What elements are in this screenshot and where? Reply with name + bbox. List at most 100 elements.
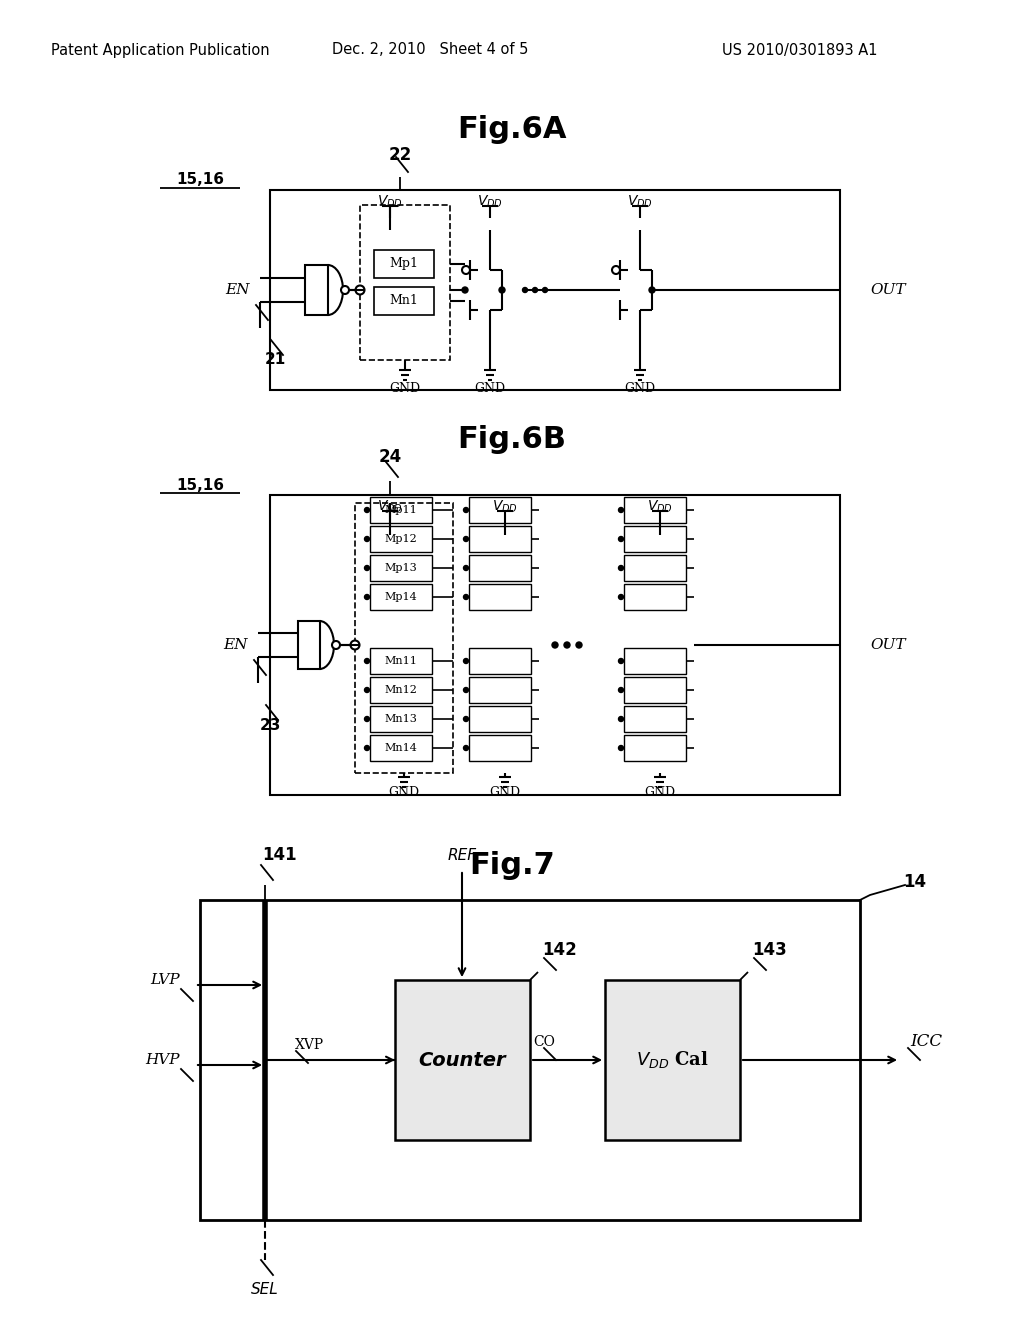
Circle shape: [332, 642, 340, 649]
Bar: [370, 735, 432, 762]
Text: EN: EN: [225, 282, 250, 297]
Bar: [370, 677, 432, 704]
Bar: [469, 648, 531, 675]
Circle shape: [618, 507, 624, 512]
Circle shape: [552, 642, 558, 648]
Circle shape: [365, 507, 370, 512]
Text: 22: 22: [388, 147, 412, 164]
Circle shape: [464, 536, 469, 541]
Text: Mn14: Mn14: [385, 743, 418, 752]
Circle shape: [618, 746, 624, 751]
Text: REF: REF: [447, 847, 476, 862]
Bar: [370, 648, 432, 675]
Bar: [605, 979, 740, 1140]
Text: GND: GND: [388, 787, 420, 800]
Text: $V_{DD}$: $V_{DD}$: [377, 499, 403, 515]
Bar: [624, 677, 686, 704]
Text: 142: 142: [543, 941, 578, 960]
Bar: [395, 979, 530, 1140]
Text: LVP: LVP: [151, 973, 180, 987]
Text: Counter: Counter: [419, 1051, 506, 1069]
Text: GND: GND: [489, 787, 520, 800]
Circle shape: [464, 565, 469, 570]
Circle shape: [365, 536, 370, 541]
Circle shape: [618, 565, 624, 570]
Text: Mp11: Mp11: [385, 506, 418, 515]
Text: Patent Application Publication: Patent Application Publication: [50, 42, 269, 58]
Bar: [370, 525, 432, 552]
Circle shape: [464, 746, 469, 751]
Text: EN: EN: [223, 638, 248, 652]
Text: GND: GND: [644, 787, 676, 800]
Circle shape: [618, 717, 624, 722]
Circle shape: [365, 594, 370, 599]
Bar: [469, 677, 531, 704]
Bar: [624, 583, 686, 610]
Text: Fig.7: Fig.7: [469, 850, 555, 879]
Circle shape: [365, 746, 370, 751]
Circle shape: [618, 536, 624, 541]
Bar: [624, 525, 686, 552]
Bar: [624, 554, 686, 581]
Text: Fig.6B: Fig.6B: [458, 425, 566, 454]
Text: Mp1: Mp1: [389, 257, 419, 271]
Text: $V_{DD}$: $V_{DD}$: [477, 194, 503, 210]
Text: 24: 24: [379, 447, 401, 466]
Text: CO: CO: [534, 1035, 555, 1049]
Circle shape: [612, 267, 620, 275]
Circle shape: [365, 565, 370, 570]
Bar: [355, 503, 453, 774]
Text: $V_{DD}$: $V_{DD}$: [492, 499, 518, 515]
Text: 23: 23: [259, 718, 281, 733]
Bar: [469, 498, 531, 523]
Circle shape: [522, 288, 527, 293]
Circle shape: [464, 594, 469, 599]
Circle shape: [350, 640, 359, 649]
Bar: [624, 706, 686, 733]
Text: GND: GND: [625, 381, 655, 395]
Text: 21: 21: [264, 352, 286, 367]
Bar: [469, 525, 531, 552]
Bar: [305, 265, 328, 315]
Bar: [370, 498, 432, 523]
Bar: [298, 620, 319, 669]
Bar: [200, 900, 860, 1220]
Bar: [370, 554, 432, 581]
Bar: [370, 706, 432, 733]
Text: Dec. 2, 2010   Sheet 4 of 5: Dec. 2, 2010 Sheet 4 of 5: [332, 42, 528, 58]
Bar: [469, 706, 531, 733]
Text: HVP: HVP: [145, 1053, 180, 1067]
Circle shape: [462, 267, 470, 275]
Text: 15,16: 15,16: [176, 478, 224, 492]
Text: 14: 14: [903, 873, 927, 891]
Text: $V_{DD}$ Cal: $V_{DD}$ Cal: [636, 1049, 709, 1071]
Text: OUT: OUT: [870, 638, 905, 652]
Text: $V_{DD}$: $V_{DD}$: [377, 194, 403, 210]
Bar: [469, 583, 531, 610]
Bar: [624, 498, 686, 523]
Circle shape: [543, 288, 548, 293]
Bar: [374, 249, 434, 279]
Circle shape: [618, 594, 624, 599]
Text: Fig.6A: Fig.6A: [458, 116, 566, 144]
Circle shape: [355, 285, 365, 294]
Text: ICC: ICC: [910, 1034, 942, 1051]
Text: Mp14: Mp14: [385, 591, 418, 602]
Circle shape: [365, 659, 370, 664]
Bar: [370, 583, 432, 610]
Circle shape: [365, 717, 370, 722]
Circle shape: [464, 659, 469, 664]
Text: Mn12: Mn12: [385, 685, 418, 696]
Bar: [374, 286, 434, 315]
Circle shape: [532, 288, 538, 293]
Text: Mn11: Mn11: [385, 656, 418, 667]
Text: 141: 141: [263, 846, 297, 865]
Text: GND: GND: [389, 381, 421, 395]
Text: 15,16: 15,16: [176, 173, 224, 187]
Text: 143: 143: [753, 941, 787, 960]
Circle shape: [464, 688, 469, 693]
Bar: [624, 648, 686, 675]
Bar: [360, 205, 450, 360]
Circle shape: [618, 688, 624, 693]
Circle shape: [564, 642, 570, 648]
